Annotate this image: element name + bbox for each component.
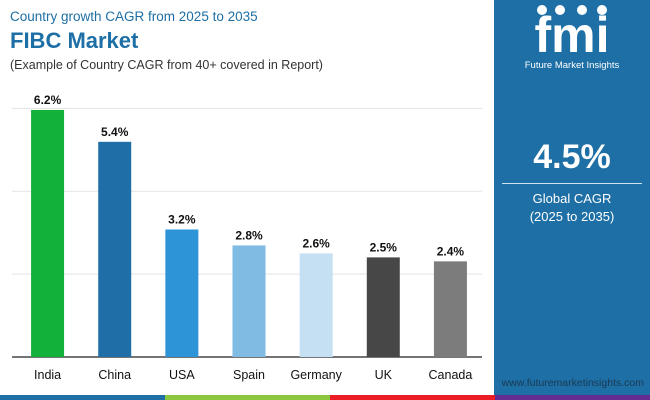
header: Country growth CAGR from 2025 to 2035 FI… xyxy=(10,8,323,73)
logo-mark-icon: fmi xyxy=(535,5,610,63)
global-cagr-value: 4.5% xyxy=(533,138,611,176)
bar-spain xyxy=(232,245,266,357)
data-label: 2.6% xyxy=(302,236,330,250)
x-tick-label: Spain xyxy=(233,368,265,382)
bottom-color-strip xyxy=(0,395,650,400)
global-cagr-label: Global CAGR (2025 to 2035) xyxy=(494,190,650,226)
strip-segment-red xyxy=(330,395,495,400)
fmi-logo: fmi Future Market Insights xyxy=(494,0,650,80)
website-link[interactable]: www.futuremarketinsights.com xyxy=(501,377,644,389)
x-tick-label: Canada xyxy=(429,368,473,382)
x-tick-label: USA xyxy=(169,368,195,382)
bar-usa xyxy=(165,229,199,357)
x-tick-label: UK xyxy=(375,368,393,382)
strip-segment-blue xyxy=(0,395,165,400)
kpi-panel: fmi Future Market Insights 4.5% Global C… xyxy=(494,0,650,400)
chart-note: (Example of Country CAGR from 40+ covere… xyxy=(10,58,323,72)
x-tick-label: China xyxy=(98,368,131,382)
x-tick-label: India xyxy=(34,368,61,382)
kpi-period-text: (2025 to 2035) xyxy=(529,209,615,224)
bar-chart: 6.2% India 5.4% China 3.2% USA 2.8% Spain 2.6% Ge… xyxy=(12,93,482,382)
data-label: 5.4% xyxy=(101,125,129,139)
data-label: 2.4% xyxy=(437,244,465,258)
bar-uk xyxy=(366,257,400,357)
data-label: 6.2% xyxy=(34,93,62,107)
kpi-label-text: Global CAGR xyxy=(532,191,612,206)
bar-germany xyxy=(299,253,333,357)
kpi-divider xyxy=(502,183,642,184)
bar-china xyxy=(98,141,132,357)
data-label: 3.2% xyxy=(168,212,196,226)
bar-canada xyxy=(433,261,467,357)
strip-segment-purple xyxy=(495,395,650,400)
bar-india xyxy=(31,109,65,357)
chart-title: FIBC Market xyxy=(10,28,139,53)
x-tick-label: Germany xyxy=(290,368,342,382)
chart-subtitle: Country growth CAGR from 2025 to 2035 xyxy=(10,9,258,24)
data-label: 2.8% xyxy=(235,228,263,242)
logo-mark-text: fmi xyxy=(535,7,610,60)
strip-segment-green xyxy=(165,395,330,400)
logo-name: Future Market Insights xyxy=(524,60,620,71)
data-label: 2.5% xyxy=(370,240,398,254)
